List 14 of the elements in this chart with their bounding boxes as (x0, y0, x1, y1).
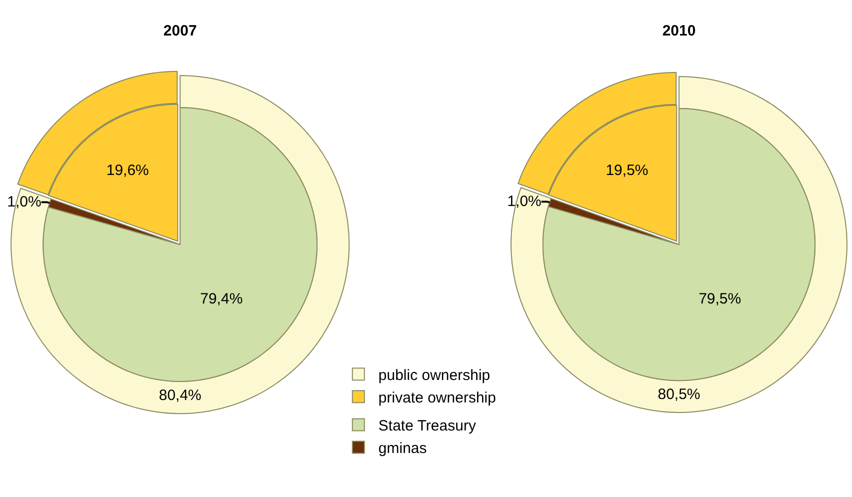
data-label: 19,5% (606, 162, 648, 179)
legend-label: private ownership (378, 390, 496, 407)
legend-label: gminas (378, 440, 427, 458)
data-label: 79,4% (200, 290, 243, 308)
data-label: 80,5% (658, 386, 700, 404)
data-label: 19,6% (106, 162, 149, 179)
chart-title: 2010 (662, 22, 696, 40)
data-label: 1,0% (507, 193, 542, 210)
legend-label: public ownership (378, 367, 490, 384)
data-label: 80,4% (158, 387, 202, 404)
chart-title: 2007 (163, 22, 197, 40)
legend-label: State Treasury (378, 418, 476, 435)
data-label: 79,5% (698, 290, 742, 308)
data-label: 1,0% (7, 194, 42, 211)
